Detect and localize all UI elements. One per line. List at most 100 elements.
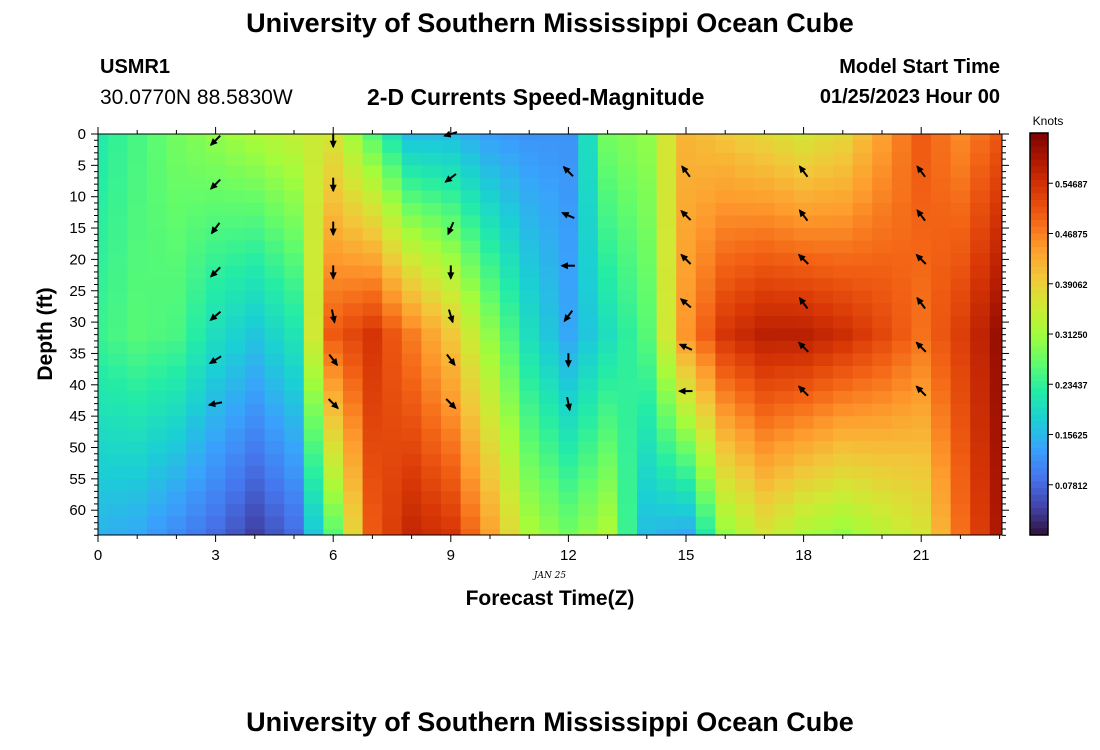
heatmap-cell (205, 328, 226, 342)
heatmap-cell (989, 365, 1003, 380)
heatmap-cell (460, 253, 481, 267)
heatmap-cell (460, 265, 481, 279)
heatmap-cell (147, 215, 168, 229)
heatmap-cell (323, 278, 344, 292)
heatmap-cell (323, 391, 344, 405)
heatmap-cell (382, 253, 403, 267)
heatmap-cell (382, 491, 403, 505)
arrow-head (915, 385, 924, 394)
heatmap-cell (813, 391, 834, 405)
heatmap-cell (539, 278, 560, 292)
heatmap-cell (205, 278, 226, 292)
heatmap-cell (401, 391, 422, 405)
heatmap-cell (656, 403, 677, 417)
heatmap-cell (637, 253, 658, 267)
heatmap-cell (833, 340, 854, 354)
heatmap-cell (166, 478, 187, 492)
heatmap-cell (166, 152, 187, 166)
heatmap-cell (480, 391, 501, 405)
heatmap-cell (421, 453, 442, 467)
heatmap-cell (637, 303, 658, 317)
heatmap-cell (382, 152, 403, 166)
heatmap-cell (343, 253, 364, 267)
heatmap-cell (382, 353, 403, 367)
heatmap-cell (147, 177, 168, 191)
heatmap-cell (617, 529, 638, 536)
heatmap-cell (98, 491, 109, 505)
heatmap-cell (382, 403, 403, 417)
heatmap-cell (597, 134, 618, 141)
heatmap-cell (480, 403, 501, 417)
heatmap-cell (107, 391, 128, 405)
heatmap-cell (558, 428, 579, 442)
heatmap-cell (695, 353, 716, 367)
heatmap-cell (833, 152, 854, 166)
heatmap-cell (656, 134, 677, 141)
colorbar-segment (1030, 374, 1048, 382)
heatmap-cell (264, 491, 285, 505)
heatmap-cell (480, 152, 501, 166)
heatmap-cell (813, 190, 834, 204)
heatmap-cell (852, 353, 873, 367)
heatmap-cell (950, 391, 971, 405)
heatmap-cell (950, 165, 971, 179)
colorbar-tick-label: 0.31250 (1055, 330, 1088, 340)
heatmap-cell (225, 240, 246, 254)
heatmap-cell (264, 441, 285, 455)
heatmap-cell (617, 303, 638, 317)
heatmap-cell (303, 202, 324, 217)
heatmap-cell (656, 441, 677, 455)
heatmap-cell (460, 378, 481, 392)
heatmap-cell (950, 365, 971, 380)
heatmap-cell (833, 190, 854, 204)
heatmap-cell (205, 215, 226, 229)
heatmap-cell (539, 152, 560, 166)
heatmap-cell (852, 478, 873, 492)
heatmap-cell (774, 491, 795, 505)
heatmap-cell (382, 134, 403, 141)
current-vector-arrow (680, 253, 692, 265)
heatmap-cell (735, 265, 756, 279)
heatmap-cell (539, 202, 560, 217)
heatmap-cell (225, 403, 246, 417)
heatmap-cell (186, 228, 207, 242)
heatmap-cell (637, 529, 658, 536)
heatmap-cell (676, 228, 697, 242)
heatmap-cell (303, 315, 324, 329)
heatmap-cell (891, 315, 912, 329)
heatmap-cell (872, 240, 893, 254)
heatmap-cell (98, 478, 109, 492)
colorbar-unit-label: Knots (1033, 114, 1064, 128)
heatmap-cell (264, 215, 285, 229)
heatmap-cell (774, 365, 795, 380)
heatmap-cell (127, 516, 148, 530)
y-tick-label: 0 (78, 126, 86, 143)
heatmap-cell (245, 453, 266, 467)
heatmap-cell (891, 466, 912, 480)
page-title: University of Southern Mississippi Ocean… (246, 8, 854, 38)
heatmap-cell (676, 240, 697, 254)
heatmap-cell (558, 403, 579, 417)
heatmap-cell (774, 478, 795, 492)
heatmap-cell (911, 240, 932, 254)
heatmap-cell (166, 340, 187, 354)
heatmap-cell (225, 466, 246, 480)
heatmap-cell (499, 441, 520, 455)
heatmap-cell (950, 328, 971, 342)
heatmap-cell (852, 253, 873, 267)
heatmap-cell (460, 290, 481, 304)
heatmap-cell (539, 228, 560, 242)
heatmap-cell (245, 152, 266, 166)
heatmap-cell (107, 215, 128, 229)
heatmap-cell (715, 253, 736, 267)
arrow-head (916, 296, 924, 305)
heatmap-cell (303, 303, 324, 317)
heatmap-cell (323, 428, 344, 442)
heatmap-cell (401, 478, 422, 492)
heatmap-cell (597, 278, 618, 292)
heatmap-cell (637, 290, 658, 304)
heatmap-cell (127, 466, 148, 480)
heatmap-cell (303, 478, 324, 492)
heatmap-cell (950, 466, 971, 480)
heatmap-cell (303, 365, 324, 380)
